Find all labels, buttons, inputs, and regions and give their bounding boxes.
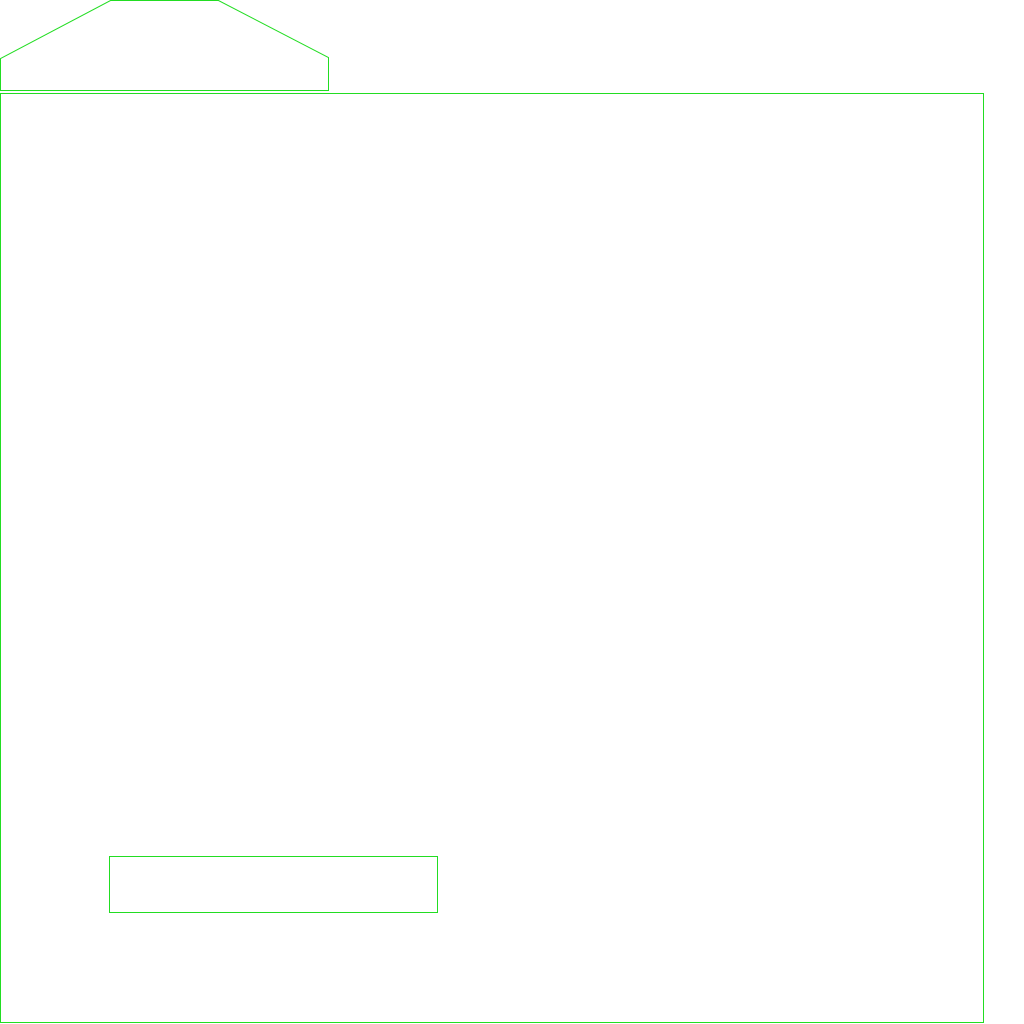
inner-box — [109, 856, 438, 913]
main-frame — [0, 93, 984, 1023]
tab-shape — [0, 0, 329, 91]
